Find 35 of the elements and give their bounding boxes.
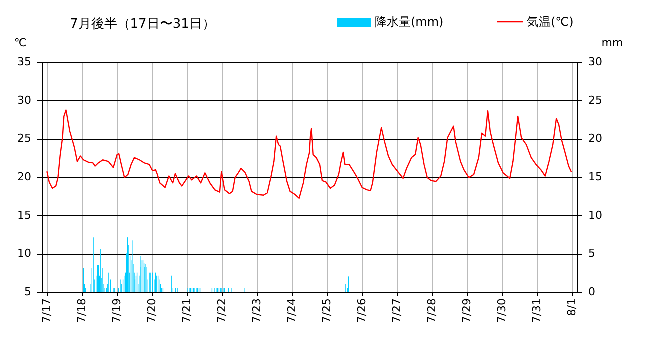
y-tick-label: 25 [18, 132, 32, 146]
y-tick-label: 30 [18, 94, 32, 107]
x-tick-label: 7/27 [390, 298, 404, 324]
y2-tick-label: 15 [588, 170, 602, 184]
x-tick-label: 7/25 [320, 298, 334, 324]
y-tick-label: 35 [18, 56, 32, 68]
x-tick-label: 7/26 [356, 298, 368, 324]
x-tick-label: 8/1 [566, 298, 578, 316]
y-tick-label: 10 [18, 247, 32, 260]
x-tick-label: 7/19 [110, 298, 124, 324]
y2-tick-label: 25 [588, 94, 602, 107]
legend-label: 降水量(mm) [375, 15, 444, 29]
y-axis-title: ℃ [14, 36, 27, 50]
y2-tick-label: 30 [588, 56, 602, 68]
x-tick-label: 7/28 [426, 298, 438, 324]
x-tick-label: 7/17 [40, 298, 54, 324]
x-tick-label: 7/23 [250, 298, 264, 324]
x-tick-label: 7/31 [530, 298, 544, 324]
legend-label: 気温(℃) [527, 15, 574, 29]
y-tick-label: 5 [24, 286, 32, 298]
x-tick-label: 7/18 [76, 298, 88, 324]
y2-axis-title: mm [602, 36, 624, 50]
y2-tick-label: 10 [588, 208, 602, 222]
y2-tick-label: 20 [588, 132, 602, 146]
x-tick-label: 7/29 [460, 298, 474, 324]
x-tick-label: 7/22 [216, 298, 228, 324]
y2-tick-label: 0 [588, 286, 596, 298]
x-tick-label: 7/20 [146, 298, 158, 324]
x-tick-label: 7/21 [180, 298, 194, 324]
x-tick-label: 7/24 [286, 298, 298, 324]
y-tick-label: 20 [18, 170, 32, 184]
chart-title: 7月後半（17日〜31日） [70, 17, 216, 32]
y2-tick-label: 5 [588, 247, 596, 260]
y-tick-label: 15 [18, 208, 32, 222]
x-tick-label: 7/30 [496, 298, 508, 324]
